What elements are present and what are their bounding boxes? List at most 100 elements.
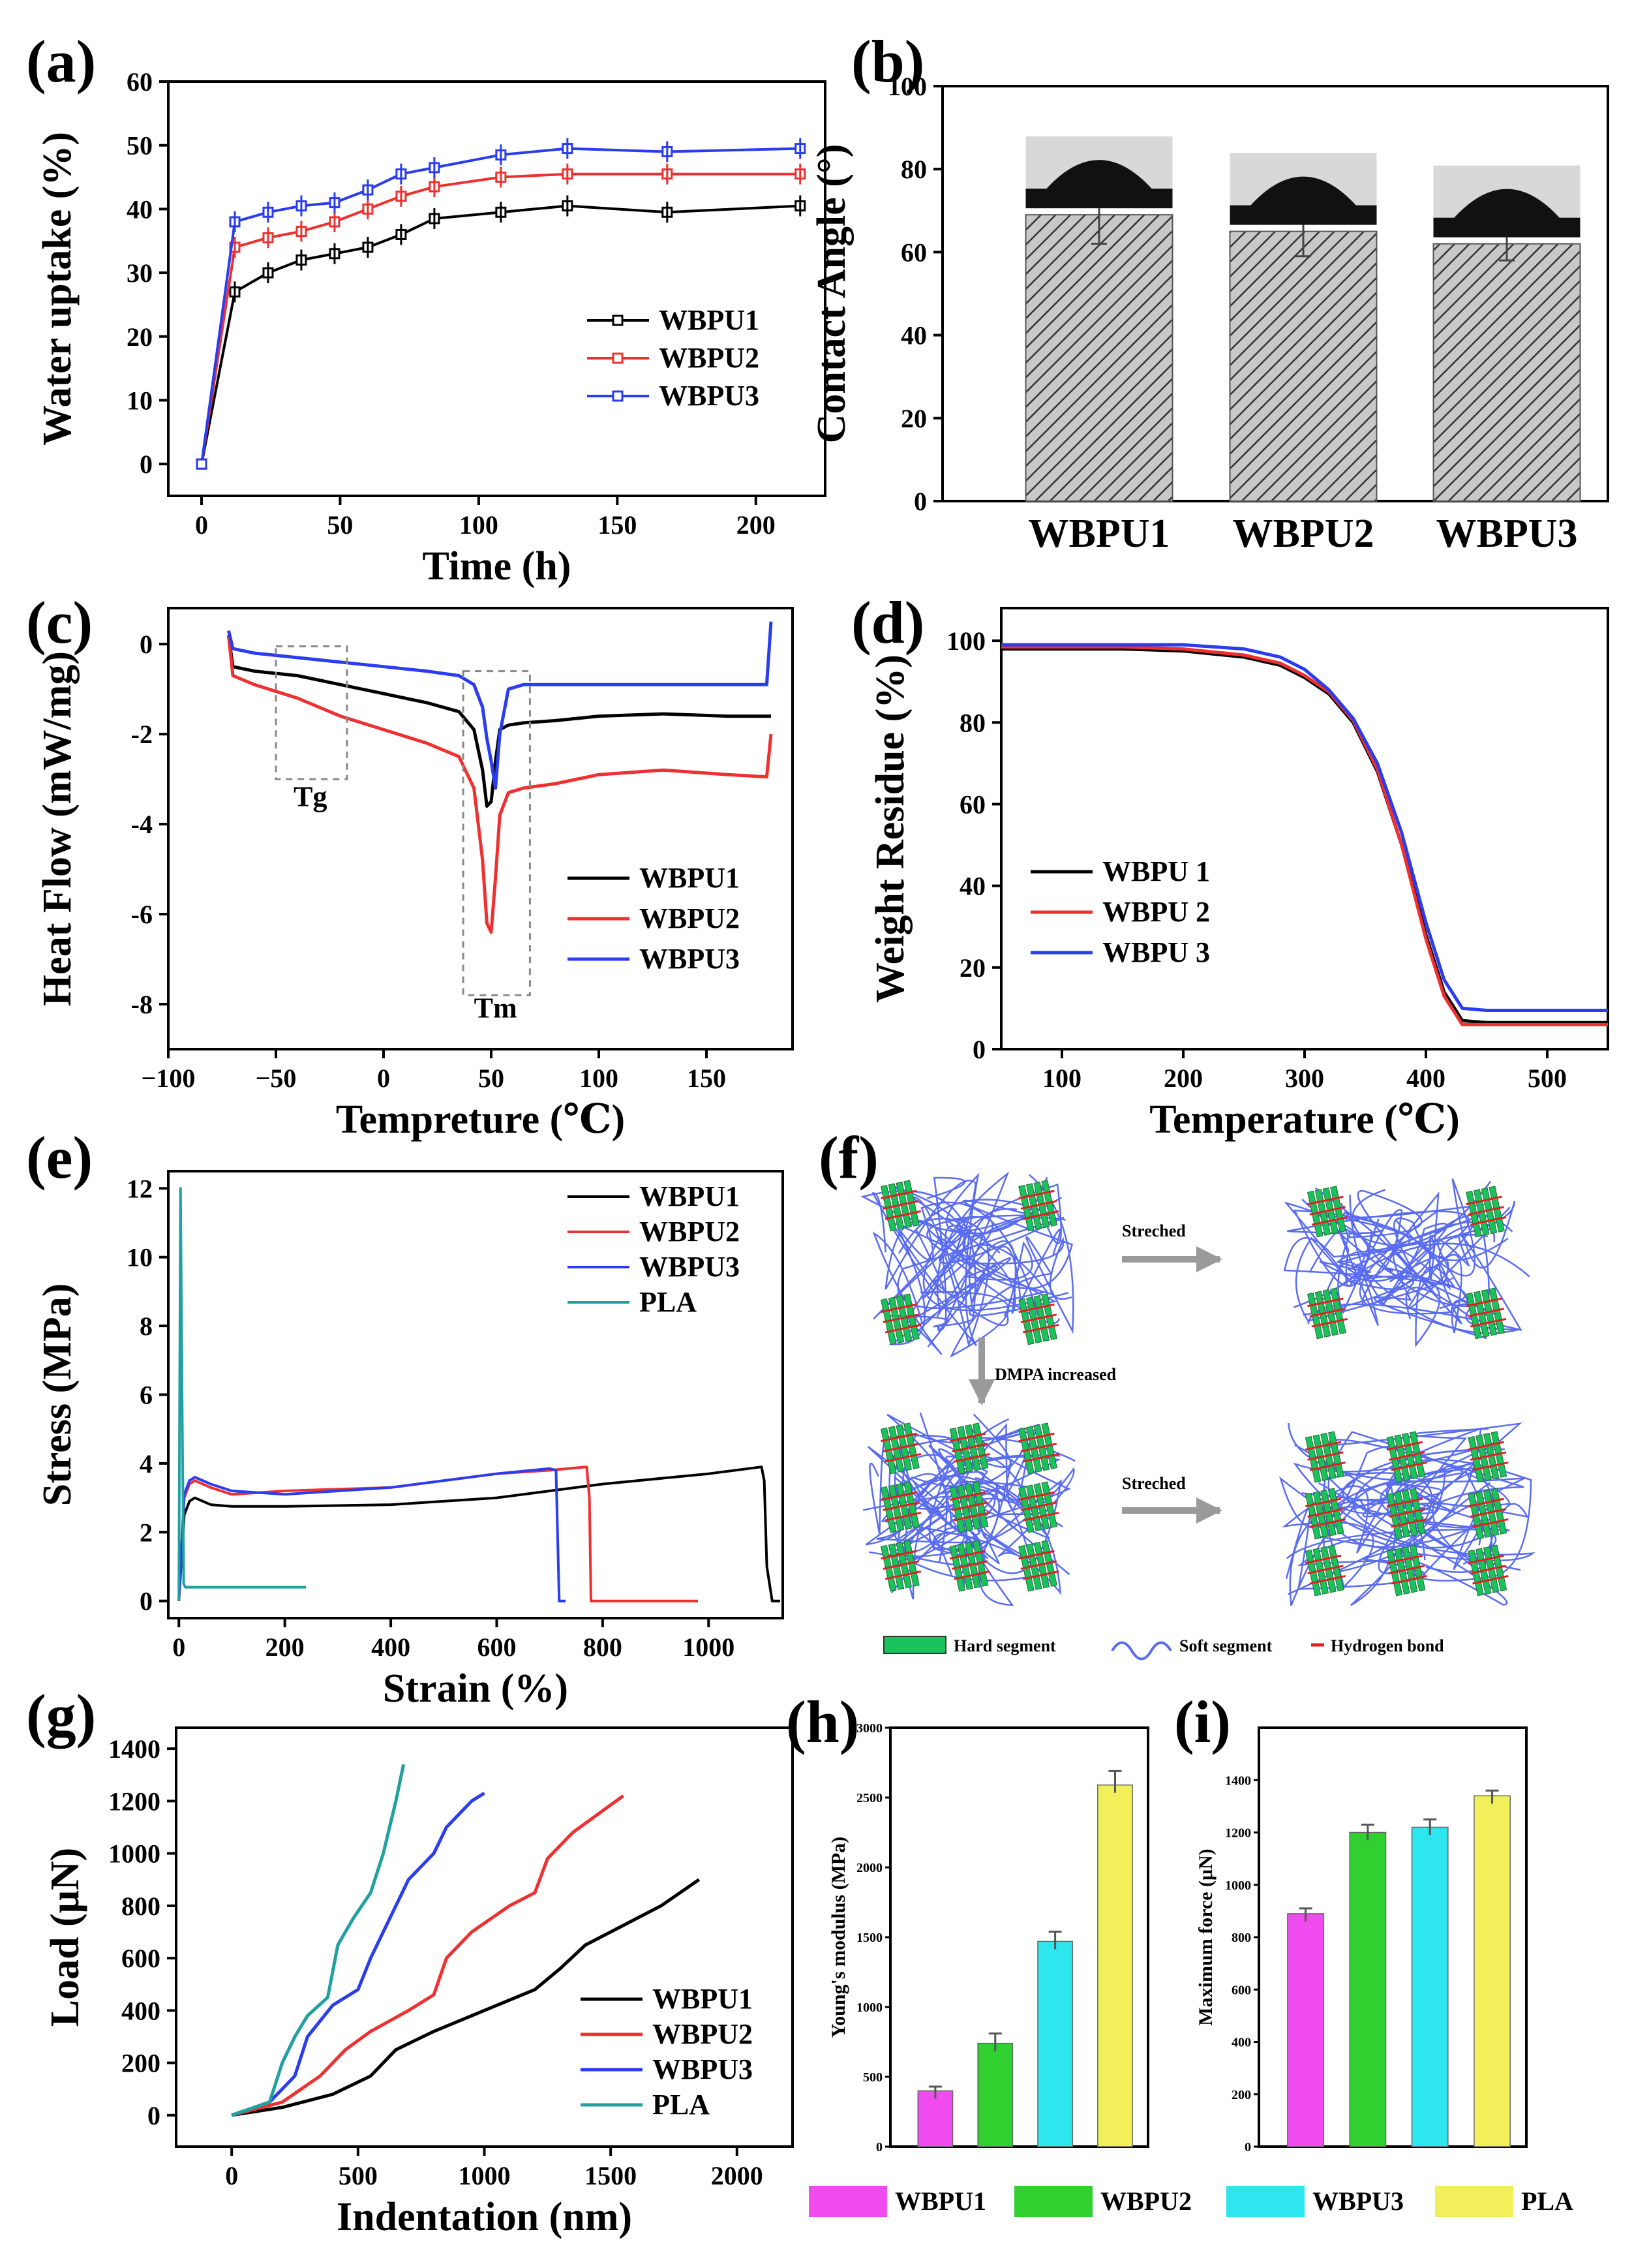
panel-label-e: (e) xyxy=(26,1124,93,1191)
hydrogen-bond xyxy=(1389,1565,1425,1574)
y-tick-label: 50 xyxy=(127,131,153,161)
legend-swatch-wbpu2 xyxy=(1014,2186,1093,2217)
hard-segment-domain xyxy=(1305,1431,1346,1483)
legend-label-pla: PLA xyxy=(1521,2186,1573,2216)
bar-wbpu1 xyxy=(1025,214,1173,502)
x-tick-label: 1000 xyxy=(682,1632,734,1662)
hydrogen-bond xyxy=(881,1432,917,1443)
network-blob-unstretched-low xyxy=(860,1171,1074,1358)
hydrogen-bond xyxy=(883,1443,919,1452)
y-tick-label: -6 xyxy=(131,900,153,929)
hydrogen-bond xyxy=(1470,1565,1507,1574)
y-tick-label: 60 xyxy=(127,67,153,97)
x-tick-label: 0 xyxy=(377,1064,390,1093)
hydrogen-bond xyxy=(1022,1511,1059,1522)
hydrogen-bond xyxy=(1022,1452,1059,1463)
y-tick-label: 100 xyxy=(946,626,986,656)
series-line-pla xyxy=(177,1187,307,1601)
hard-segment-domain xyxy=(1018,1481,1059,1533)
hard-segment-domain xyxy=(1018,1540,1059,1592)
hydrogen-bond xyxy=(954,1452,990,1463)
legend-label: WBPU3 xyxy=(639,943,740,975)
hydrogen-bond xyxy=(883,1313,919,1323)
soft-segment-chain xyxy=(869,1434,1033,1582)
legend-swatch-wbpu3 xyxy=(1226,2186,1305,2217)
hydrogen-bond xyxy=(1311,1216,1348,1226)
legend-marker xyxy=(612,390,624,402)
hard-segment-domain xyxy=(1386,1544,1427,1597)
y-tick-label: 40 xyxy=(127,194,153,224)
hydrogen-bond xyxy=(1470,1317,1507,1328)
droplet-substrate xyxy=(1433,217,1581,238)
droplet-substrate xyxy=(1025,189,1173,209)
legend-label: WBPU3 xyxy=(652,2053,753,2085)
hard-segment-domain xyxy=(1018,1293,1059,1345)
y-tick-label: 800 xyxy=(1232,1931,1251,1945)
hydrogen-bond xyxy=(1307,1297,1344,1308)
hydrogen-bond xyxy=(954,1570,990,1580)
y-tick-label: 1400 xyxy=(1225,1773,1251,1788)
hydrogen-bond xyxy=(881,1303,917,1313)
bar-pla xyxy=(1097,1784,1133,2147)
hydrogen-bond xyxy=(954,1511,990,1522)
chart-g-load-indentation: 0 500 1000 1500 2000 0 200 400 600 800 1000 1200 140… xyxy=(43,1726,794,2239)
hydrogen-bond xyxy=(1391,1574,1427,1585)
soft-segment-chain xyxy=(1314,1187,1456,1348)
soft-segment-chain xyxy=(1337,1178,1516,1277)
hydrogen-bond xyxy=(1020,1501,1057,1511)
x-tick-label: 400 xyxy=(371,1632,410,1662)
hydrogen-bond xyxy=(1472,1518,1509,1528)
y-tick-label: 1500 xyxy=(856,1931,883,1945)
bar-wbpu3 xyxy=(1411,1826,1449,2147)
legend-label-wbpu1: WBPU1 xyxy=(895,2186,986,2216)
hydrogen-bond xyxy=(1311,1317,1348,1328)
x-tick-label: 100 xyxy=(459,510,498,540)
y-tick-label: 0 xyxy=(973,1035,986,1064)
hydrogen-bond xyxy=(881,1189,917,1200)
series-line-wbpu2 xyxy=(231,1794,624,2117)
y-tick-label: 4 xyxy=(140,1449,153,1479)
hydrogen-bond xyxy=(1468,1497,1504,1508)
hydrogen-bond xyxy=(885,1570,922,1580)
panel-labels: (a) (b) (c) (d) (e) (f) (g) (h) (i) xyxy=(26,28,1231,1755)
hydrogen-bond xyxy=(1386,1554,1423,1565)
hydrogen-bond xyxy=(1309,1206,1346,1216)
hydrogen-bond xyxy=(1470,1216,1507,1226)
hard-segment-domain xyxy=(1386,1431,1427,1483)
hard-segment-domain xyxy=(881,1540,922,1592)
hydrogen-bond-label: Hydrogen bond xyxy=(1331,1636,1444,1655)
x-tick-label: 0 xyxy=(195,510,208,540)
hydrogen-bond xyxy=(1389,1508,1425,1518)
hydrogen-bond xyxy=(949,1432,986,1443)
legend-label: WBPU1 xyxy=(639,862,740,894)
x-tick-label: 50 xyxy=(327,510,353,540)
y-tick-label: 0 xyxy=(140,450,153,479)
x-tick-label: 100 xyxy=(579,1064,618,1093)
y-tick-label: 1400 xyxy=(108,1734,160,1764)
series-line-wbpu3 xyxy=(177,1467,566,1602)
hard-segment-domain xyxy=(949,1540,990,1592)
soft-segment-chain xyxy=(926,1171,1010,1332)
legend-label: WBPU1 xyxy=(639,1180,740,1212)
y-tick-label: 1000 xyxy=(856,2000,883,2015)
network-blob-stretched-low xyxy=(1283,1178,1530,1348)
hard-segment-domain xyxy=(949,1422,990,1475)
panel-label-a: (a) xyxy=(26,28,96,95)
y-tick-label: -8 xyxy=(131,990,153,1019)
hydrogen-bond xyxy=(883,1200,919,1210)
soft-segment-chain xyxy=(945,1225,1061,1306)
hydrogen-bond xyxy=(949,1491,986,1501)
hydrogen-bond xyxy=(1022,1323,1059,1334)
series-line-wbpu1 xyxy=(231,1878,701,2117)
hydrogen-bond xyxy=(1466,1195,1502,1206)
soft-segment-chain xyxy=(871,1172,1035,1347)
y-tick-label: 80 xyxy=(960,708,986,737)
soft-segment-chain xyxy=(1287,1203,1485,1316)
x-axis-label: Strain (%) xyxy=(383,1666,568,1711)
hard-segment-domain xyxy=(1305,1544,1346,1597)
y-tick-label: 0 xyxy=(876,2140,883,2154)
soft-segment-chain xyxy=(869,1467,1075,1595)
tg-label: Tg xyxy=(294,781,327,813)
legend-marker xyxy=(612,352,624,364)
